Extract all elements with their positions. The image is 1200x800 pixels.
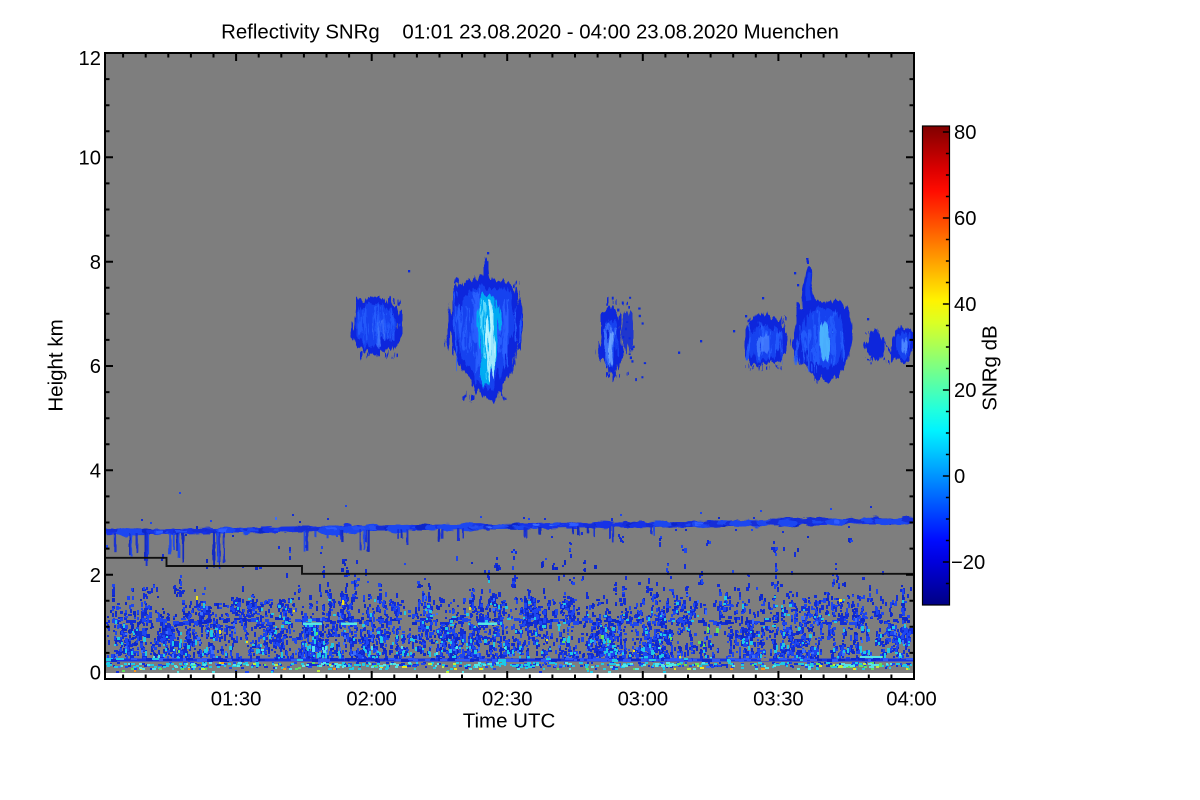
svg-text:80: 80: [954, 122, 976, 144]
svg-text:60: 60: [954, 208, 976, 230]
svg-text:−20: −20: [951, 552, 985, 574]
svg-text:0: 0: [954, 466, 965, 488]
svg-text:02:30: 02:30: [482, 689, 533, 711]
svg-text:04:00: 04:00: [886, 689, 937, 711]
svg-text:40: 40: [954, 294, 976, 316]
svg-text:20: 20: [954, 380, 976, 402]
svg-text:03:00: 03:00: [618, 689, 669, 711]
svg-text:6: 6: [90, 356, 101, 378]
svg-text:Height km: Height km: [45, 319, 68, 411]
svg-text:01:30: 01:30: [211, 689, 262, 711]
svg-text:2: 2: [90, 565, 101, 587]
svg-text:Reflectivity SNRg 01:01 23.: Reflectivity SNRg 01:01 23.08.2020 - 04:…: [221, 22, 839, 44]
svg-text:0: 0: [90, 663, 101, 685]
svg-text:03:30: 03:30: [753, 689, 804, 711]
svg-text:SNRg dB: SNRg dB: [979, 325, 1002, 410]
svg-text:Time UTC: Time UTC: [463, 710, 556, 733]
svg-text:4: 4: [90, 461, 101, 483]
svg-text:12: 12: [79, 48, 101, 70]
svg-text:8: 8: [90, 252, 101, 274]
svg-text:10: 10: [79, 148, 101, 170]
svg-text:02:00: 02:00: [346, 689, 397, 711]
